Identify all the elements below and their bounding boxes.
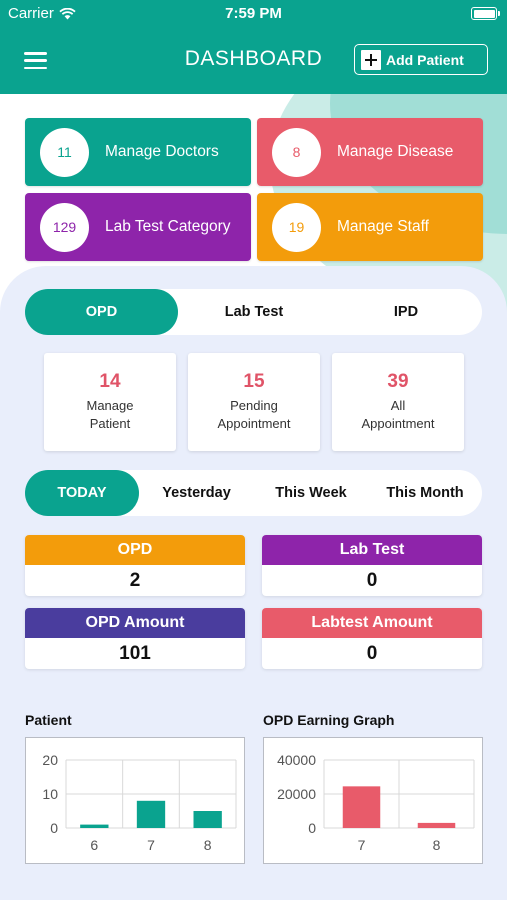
tab-this-week[interactable]: This Week bbox=[275, 485, 347, 501]
tile-count: 8 bbox=[272, 127, 321, 177]
tab-ipd[interactable]: IPD bbox=[393, 304, 419, 320]
period-tabs: TODAY Yesterday This Week This Month bbox=[25, 470, 482, 516]
opd-earning-chart-title: OPD Earning Graph bbox=[263, 712, 395, 728]
battery-icon bbox=[471, 7, 500, 20]
x-tick-label: 8 bbox=[433, 837, 441, 853]
nav-bar: DASHBOARD Add Patient bbox=[0, 28, 507, 94]
add-patient-label: Add Patient bbox=[386, 51, 464, 68]
manage-staff-tile[interactable]: 19 Manage Staff bbox=[257, 193, 483, 261]
lab-test-category-tile[interactable]: 129 Lab Test Category bbox=[25, 193, 251, 261]
patient-chart-title: Patient bbox=[25, 712, 72, 728]
x-tick-label: 8 bbox=[204, 837, 212, 853]
carrier-indicator: Carrier bbox=[8, 5, 76, 22]
bar bbox=[80, 824, 109, 828]
stat-value: 14 bbox=[99, 371, 121, 392]
manage-patient-card[interactable]: 14 Manage Patient bbox=[44, 353, 176, 451]
labtest-amount-card: Labtest Amount 0 bbox=[262, 608, 482, 669]
status-bar: Carrier 7:59 PM bbox=[0, 0, 507, 28]
tab-this-month[interactable]: This Month bbox=[386, 485, 464, 501]
tab-yesterday[interactable]: Yesterday bbox=[162, 485, 231, 501]
stat-value: 15 bbox=[243, 371, 265, 392]
stat-label: Pending Appointment bbox=[217, 398, 291, 431]
summary-value: 101 bbox=[119, 643, 151, 664]
tile-label: Manage Doctors bbox=[105, 143, 219, 160]
bar bbox=[417, 822, 456, 828]
summary-title: Lab Test bbox=[262, 535, 482, 565]
y-tick-label: 40000 bbox=[277, 752, 316, 768]
hamburger-menu-icon[interactable] bbox=[24, 52, 47, 69]
wifi-icon bbox=[59, 7, 76, 19]
status-time: 7:59 PM bbox=[225, 5, 282, 22]
bar bbox=[193, 811, 222, 828]
summary-value: 0 bbox=[366, 570, 378, 591]
pending-appointment-card[interactable]: 15 Pending Appointment bbox=[188, 353, 320, 451]
bar bbox=[136, 800, 166, 828]
department-tabs: OPD Lab Test IPD bbox=[25, 289, 482, 335]
summary-title: Labtest Amount bbox=[262, 608, 482, 638]
tile-label: Manage Disease bbox=[337, 143, 454, 160]
opd-earning-bar-chart: 0 20000 40000 7 8 bbox=[277, 752, 475, 853]
opd-amount-card: OPD Amount 101 bbox=[25, 608, 245, 669]
plus-icon bbox=[361, 49, 381, 70]
tab-opd[interactable]: OPD bbox=[25, 289, 178, 335]
y-tick-label: 20000 bbox=[277, 786, 316, 802]
tab-today[interactable]: TODAY bbox=[25, 470, 139, 516]
carrier-label: Carrier bbox=[8, 5, 54, 22]
all-appointment-card[interactable]: 39 All Appointment bbox=[332, 353, 464, 451]
x-tick-label: 7 bbox=[358, 837, 366, 853]
stat-value: 39 bbox=[387, 371, 409, 392]
tile-count: 19 bbox=[272, 202, 321, 252]
manage-doctors-tile[interactable]: 11 Manage Doctors bbox=[25, 118, 251, 186]
tile-label: Lab Test Category bbox=[105, 218, 231, 235]
opd-count-card: OPD 2 bbox=[25, 535, 245, 596]
tile-count: 11 bbox=[40, 127, 89, 177]
add-patient-button[interactable]: Add Patient bbox=[354, 44, 488, 75]
x-tick-label: 7 bbox=[147, 837, 155, 853]
patient-chart: 0 10 20 6 7 8 bbox=[25, 737, 245, 864]
tile-label: Manage Staff bbox=[337, 218, 429, 235]
summary-value: 2 bbox=[129, 570, 141, 591]
tab-lab-test[interactable]: Lab Test bbox=[224, 304, 284, 320]
stat-label: All Appointment bbox=[361, 398, 435, 431]
summary-title: OPD bbox=[25, 535, 245, 565]
summary-value: 0 bbox=[366, 643, 378, 664]
stat-label: Manage Patient bbox=[86, 398, 134, 431]
bar bbox=[342, 786, 381, 828]
x-tick-label: 6 bbox=[90, 837, 98, 853]
y-tick-label: 20 bbox=[42, 752, 58, 768]
y-tick-label: 0 bbox=[50, 820, 58, 836]
manage-disease-tile[interactable]: 8 Manage Disease bbox=[257, 118, 483, 186]
lab-test-count-card: Lab Test 0 bbox=[262, 535, 482, 596]
page-title: DASHBOARD bbox=[184, 47, 323, 70]
y-tick-label: 0 bbox=[308, 820, 316, 836]
summary-title: OPD Amount bbox=[25, 608, 245, 638]
patient-bar-chart: 0 10 20 6 7 8 bbox=[42, 752, 237, 853]
tile-count: 129 bbox=[40, 202, 89, 252]
y-tick-label: 10 bbox=[42, 786, 58, 802]
opd-earning-chart: 0 20000 40000 7 8 bbox=[263, 737, 483, 864]
